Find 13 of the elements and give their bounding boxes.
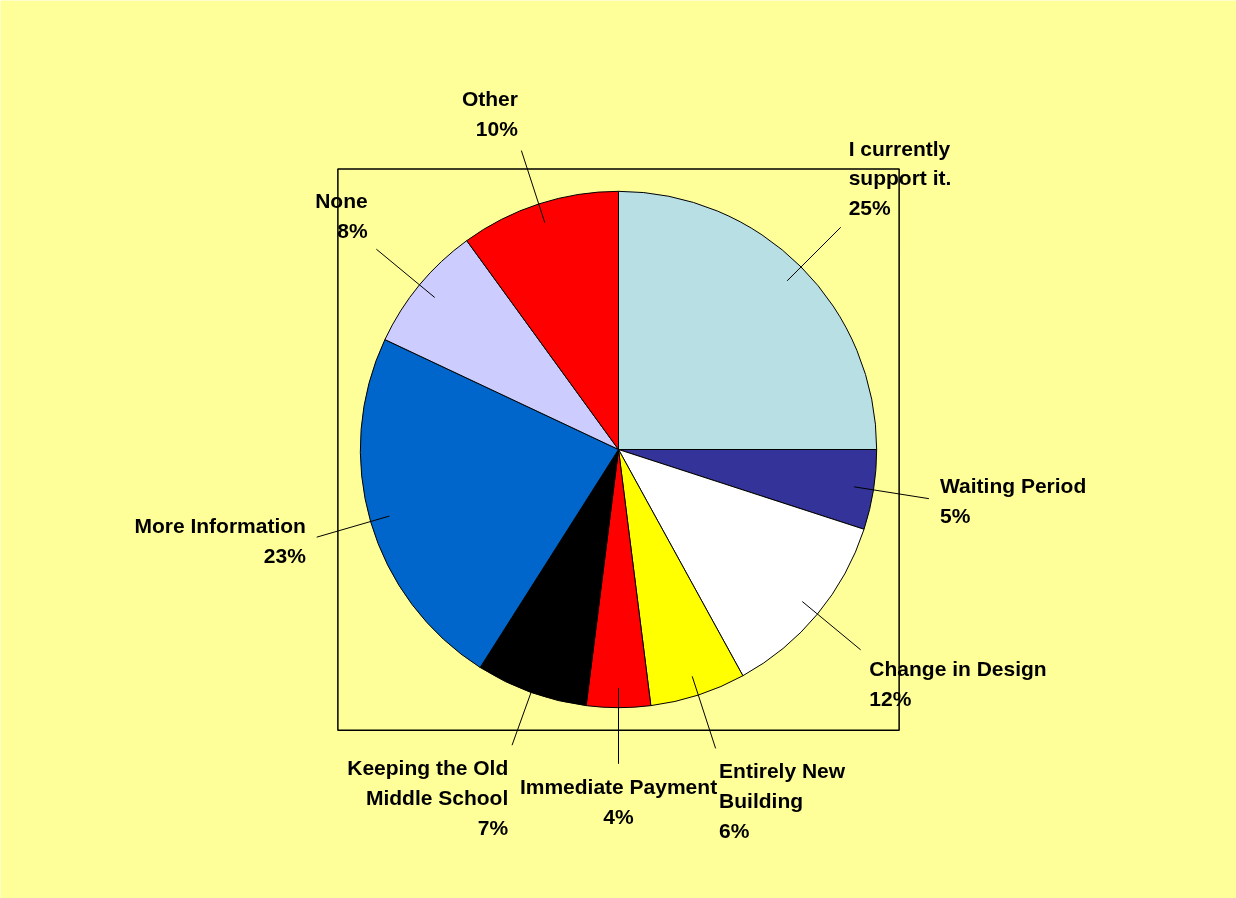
slice-label: Other xyxy=(461,87,518,111)
slice-label: Waiting Period xyxy=(940,473,1087,497)
data-label: 6% xyxy=(719,818,750,842)
slice-label: More Information xyxy=(134,513,306,537)
slice-label: Keeping the Old Middle School xyxy=(347,755,509,809)
data-label: 23% xyxy=(263,543,307,567)
data-label: 4% xyxy=(603,804,634,828)
data-label: 25% xyxy=(848,196,892,220)
slice-label: Immediate Payment xyxy=(519,775,718,799)
data-label: 5% xyxy=(940,503,971,527)
slice-label: Entirely New Building xyxy=(719,759,846,812)
data-label: 10% xyxy=(475,116,519,140)
data-label: 7% xyxy=(477,815,509,839)
